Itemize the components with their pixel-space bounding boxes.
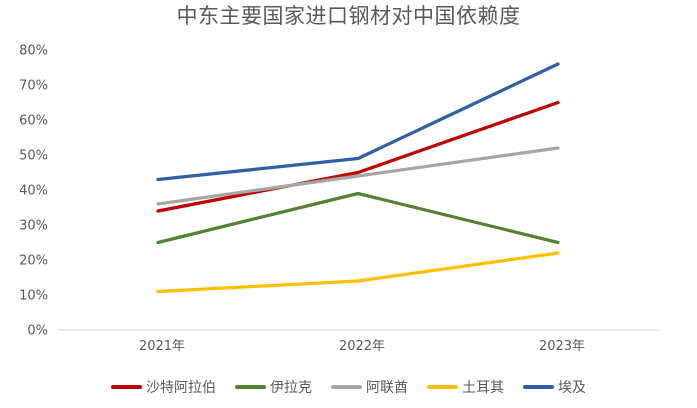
legend-swatch-icon [111, 385, 142, 389]
plot-area: 0% 10% 20% 30% 40% 50% 60% 70% 80% 2021年 2022年 2023… [19, 44, 658, 354]
series-line-土耳其 [156, 251, 560, 294]
series-line-沙特阿拉伯 [156, 100, 560, 213]
x-tick-label: 2023年 [539, 339, 585, 354]
y-tick-label: 80% [19, 44, 48, 59]
series-line-伊拉克 [156, 191, 560, 245]
legend-label: 伊拉克 [270, 380, 312, 396]
chart-title: 中东主要国家进口钢材对中国依赖度 [176, 4, 521, 28]
y-tick-label: 50% [19, 149, 48, 164]
legend-item: 阿联酋 [331, 377, 408, 397]
legend-label: 沙特阿拉伯 [146, 380, 216, 396]
y-tick-label: 30% [19, 219, 48, 234]
y-tick-label: 0% [27, 324, 48, 339]
legend-label: 埃及 [558, 380, 586, 396]
legend-item: 伊拉克 [235, 377, 312, 397]
x-tick-label: 2021年 [139, 339, 185, 354]
y-tick-label: 10% [19, 289, 48, 304]
y-tick-label: 60% [19, 114, 48, 129]
legend-swatch-icon [427, 385, 458, 389]
legend-swatch-icon [331, 385, 362, 389]
legend-item: 埃及 [523, 377, 586, 397]
legend-item: 沙特阿拉伯 [111, 377, 216, 397]
legend-swatch-icon [523, 385, 554, 389]
x-tick-label: 2022年 [339, 339, 385, 354]
series-line-阿联酋 [156, 146, 560, 206]
legend-label: 阿联酋 [366, 380, 408, 396]
legend: 沙特阿拉伯 伊拉克 阿联酋 土耳其 埃及 [0, 377, 697, 397]
y-tick-label: 20% [19, 254, 48, 269]
y-tick-label: 40% [19, 184, 48, 199]
series-line-埃及 [156, 62, 560, 182]
legend-label: 土耳其 [462, 380, 504, 396]
legend-swatch-icon [235, 385, 266, 389]
legend-item: 土耳其 [427, 377, 504, 397]
y-tick-label: 70% [19, 79, 48, 94]
